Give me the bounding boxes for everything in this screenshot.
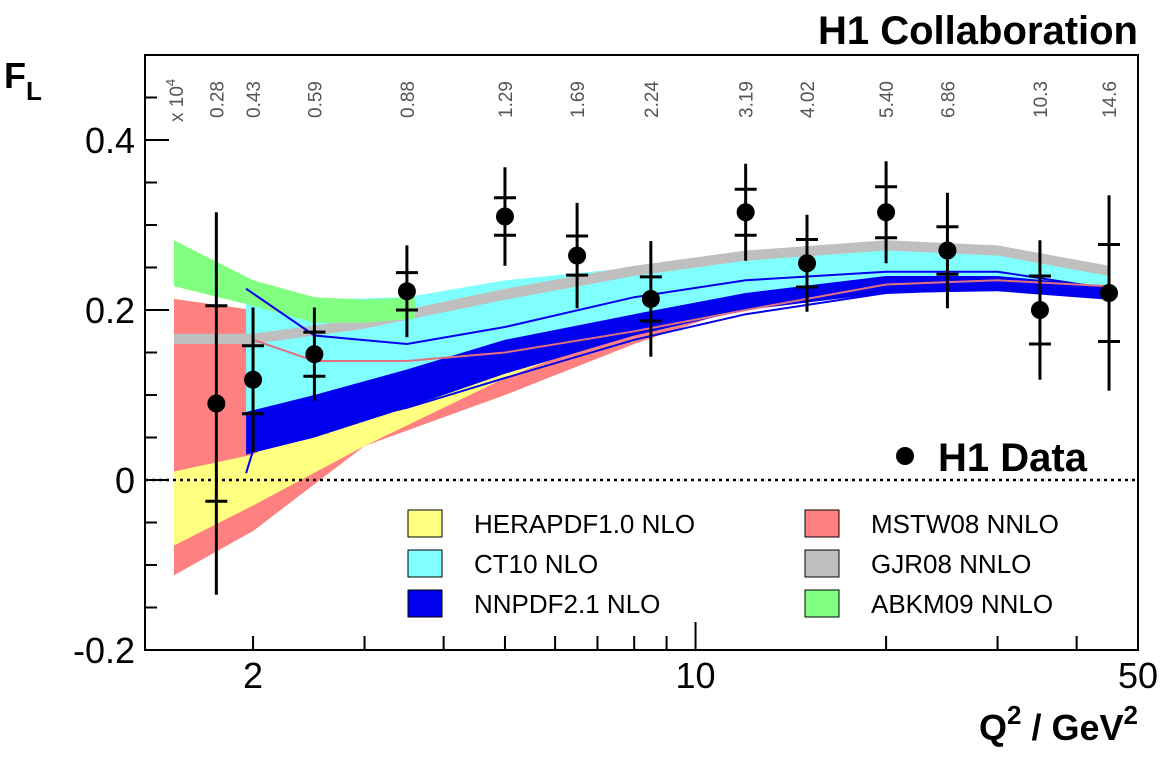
x-scale-header: x 104: [163, 79, 188, 122]
x-tick-label: 50: [1118, 655, 1158, 696]
x-value-label: 4.02: [798, 81, 819, 118]
data-point: [398, 282, 416, 300]
y-axis-title-sub: L: [26, 76, 42, 106]
x-axis-title: Q2 / GeV2: [979, 700, 1138, 748]
collaboration-title: H1 Collaboration: [818, 9, 1138, 53]
legend-swatch-mstw08-nnlo: [805, 510, 839, 537]
y-axis-title-main: F: [4, 55, 26, 96]
x-value-label: 0.59: [305, 81, 326, 118]
y-tick-label: -0.2: [73, 630, 135, 671]
x-value-label: 0.88: [398, 81, 419, 118]
data-point: [207, 395, 225, 413]
y-axis-title: FL: [4, 55, 42, 106]
legend-label-ct10-nlo: CT10 NLO: [474, 549, 598, 579]
y-tick-label: 0.2: [85, 290, 135, 331]
legend-label-mstw08-nnlo: MSTW08 NNLO: [871, 509, 1059, 539]
x-value-label: 10.3: [1031, 81, 1052, 118]
x-tick-label: 10: [676, 655, 716, 696]
x-value-label: 1.69: [568, 81, 589, 118]
legend-swatch-herapdf1-0-nlo: [408, 510, 442, 537]
x-scale-exp: 4: [163, 79, 178, 86]
data-point: [244, 371, 262, 389]
data-point: [642, 290, 660, 308]
data-point: [1031, 301, 1049, 319]
data-point: [568, 247, 586, 265]
h1-data-legend-marker: [896, 447, 914, 465]
data-point: [1100, 284, 1118, 302]
data-point: [798, 254, 816, 272]
legend: H1 Data HERAPDF1.0 NLO MSTW08 NNLO CT10 NLO…: [408, 436, 1088, 619]
x-value-label: 0.43: [244, 81, 265, 118]
legend-label-gjr08-nnlo: GJR08 NNLO: [871, 549, 1031, 579]
h1-data-legend-label: H1 Data: [938, 436, 1088, 480]
legend-swatch-gjr08-nnlo: [805, 550, 839, 577]
legend-swatch-ct10-nlo: [408, 550, 442, 577]
x-value-label: 5.40: [877, 81, 898, 118]
x-value-label: 3.19: [737, 81, 758, 118]
x-axis-title-q-sup: 2: [1007, 700, 1021, 730]
x-scale-prefix: x 10: [167, 86, 188, 122]
legend-label-abkm09-nnlo: ABKM09 NNLO: [871, 589, 1053, 619]
legend-label-herapdf1-0-nlo: HERAPDF1.0 NLO: [474, 509, 695, 539]
data-point: [877, 203, 895, 221]
data-point: [737, 203, 755, 221]
x-value-label: 6.86: [938, 81, 959, 118]
x-axis-title-gev-sup: 2: [1124, 700, 1138, 730]
x-value-label: 2.24: [642, 81, 663, 118]
x-value-label: 14.6: [1100, 81, 1121, 118]
data-point: [305, 345, 323, 363]
y-tick-label: 0: [115, 460, 135, 501]
data-point: [938, 242, 956, 260]
legend-label-nnpdf2-1-nlo: NNPDF2.1 NLO: [474, 589, 660, 619]
legend-swatch-abkm09-nnlo: [805, 590, 839, 617]
x-axis-title-unit: / GeV: [1021, 707, 1123, 748]
legend-swatch-nnpdf2-1-nlo: [408, 590, 442, 617]
data-point: [496, 208, 514, 226]
x-tick-label: 2: [243, 655, 263, 696]
y-tick-label: 0.4: [85, 120, 135, 161]
x-axis-title-q: Q: [979, 707, 1007, 748]
x-value-label: 1.29: [496, 81, 517, 118]
x-value-label: 0.28: [207, 81, 228, 118]
